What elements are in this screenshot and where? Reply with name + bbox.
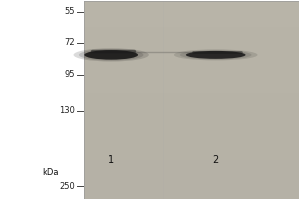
Bar	[84, 74, 299, 80]
Text: 55: 55	[64, 7, 75, 16]
Bar	[84, 34, 299, 40]
Bar	[84, 146, 299, 153]
Text: 130: 130	[59, 106, 75, 115]
Bar	[84, 67, 299, 74]
Ellipse shape	[84, 50, 138, 60]
Bar	[84, 14, 299, 21]
Bar	[84, 27, 299, 34]
Bar	[84, 133, 299, 140]
Bar	[84, 80, 299, 87]
Bar	[84, 120, 299, 126]
Bar	[84, 1, 299, 7]
Bar	[84, 166, 299, 173]
Bar	[1, 1, 84, 199]
Bar	[84, 1, 299, 199]
Bar	[84, 107, 299, 113]
Bar	[84, 126, 299, 133]
Text: 1: 1	[108, 155, 114, 165]
Text: 250: 250	[59, 182, 75, 191]
Bar	[84, 60, 299, 67]
Text: 2: 2	[213, 155, 219, 165]
Bar	[84, 93, 299, 100]
Ellipse shape	[79, 49, 143, 61]
Bar	[84, 47, 299, 54]
Bar	[84, 87, 299, 93]
Bar	[84, 21, 299, 27]
Ellipse shape	[74, 48, 149, 62]
Bar	[84, 173, 299, 179]
Text: kDa: kDa	[42, 168, 59, 177]
Bar	[84, 186, 299, 193]
Bar	[84, 179, 299, 186]
Bar	[84, 193, 299, 199]
Ellipse shape	[180, 50, 251, 60]
Ellipse shape	[186, 51, 246, 59]
Bar	[84, 140, 299, 146]
Bar	[84, 100, 299, 107]
Bar	[84, 153, 299, 160]
Bar	[84, 40, 299, 47]
Bar	[84, 160, 299, 166]
Bar	[84, 7, 299, 14]
Bar	[84, 113, 299, 120]
Text: 72: 72	[64, 38, 75, 47]
Text: 95: 95	[64, 70, 75, 79]
Ellipse shape	[174, 49, 257, 60]
Bar	[84, 54, 299, 60]
